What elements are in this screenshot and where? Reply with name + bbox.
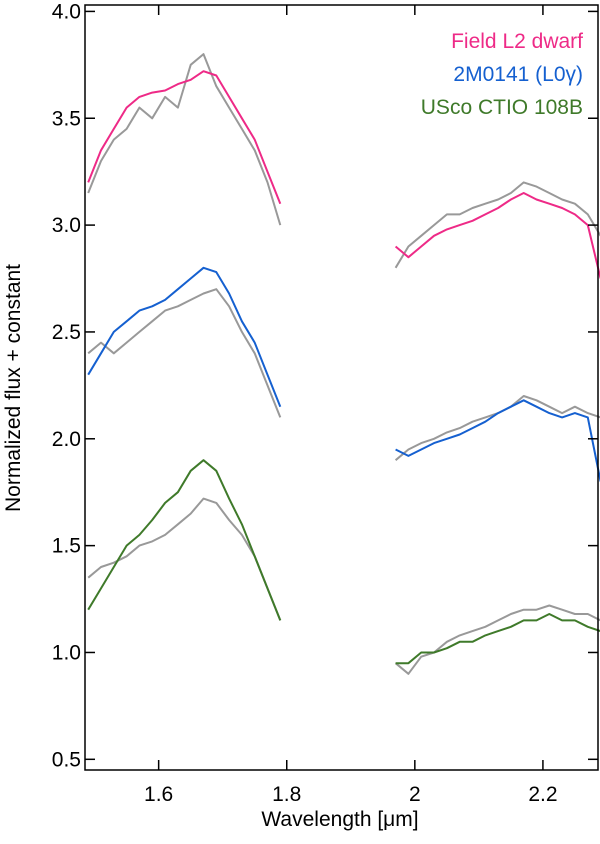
legend-label: 2M0141 (L0γ) (453, 63, 583, 86)
spectrum-line (87, 288, 600, 461)
y-tick-label: 4.0 (52, 0, 81, 23)
legend-label: Field L2 dwarf (451, 30, 583, 53)
spectrum-line (87, 266, 600, 482)
y-tick-label: 1.0 (52, 641, 81, 664)
y-tick-label: 3.0 (52, 214, 81, 237)
plot-frame (84, 4, 599, 771)
spectrum-line (87, 497, 600, 675)
x-tick-label: 2.2 (528, 783, 557, 806)
x-axis-label: Wavelength [μm] (261, 808, 418, 831)
y-tick-label: 0.5 (52, 748, 81, 771)
spectrum-line (87, 70, 600, 279)
y-tick-label: 1.5 (52, 535, 81, 558)
spectrum-line (87, 53, 600, 269)
y-tick-label: 2.0 (52, 428, 81, 451)
y-tick-label: 2.5 (52, 321, 81, 344)
x-tick-label: 2 (409, 783, 421, 806)
y-tick-label: 3.5 (52, 107, 81, 130)
spectrum-line (87, 459, 600, 665)
x-tick-label: 1.6 (144, 783, 173, 806)
legend-label: USco CTIO 108B (421, 96, 583, 119)
x-tick-label: 1.8 (272, 783, 301, 806)
y-axis-label: Normalized flux + constant (2, 264, 25, 512)
